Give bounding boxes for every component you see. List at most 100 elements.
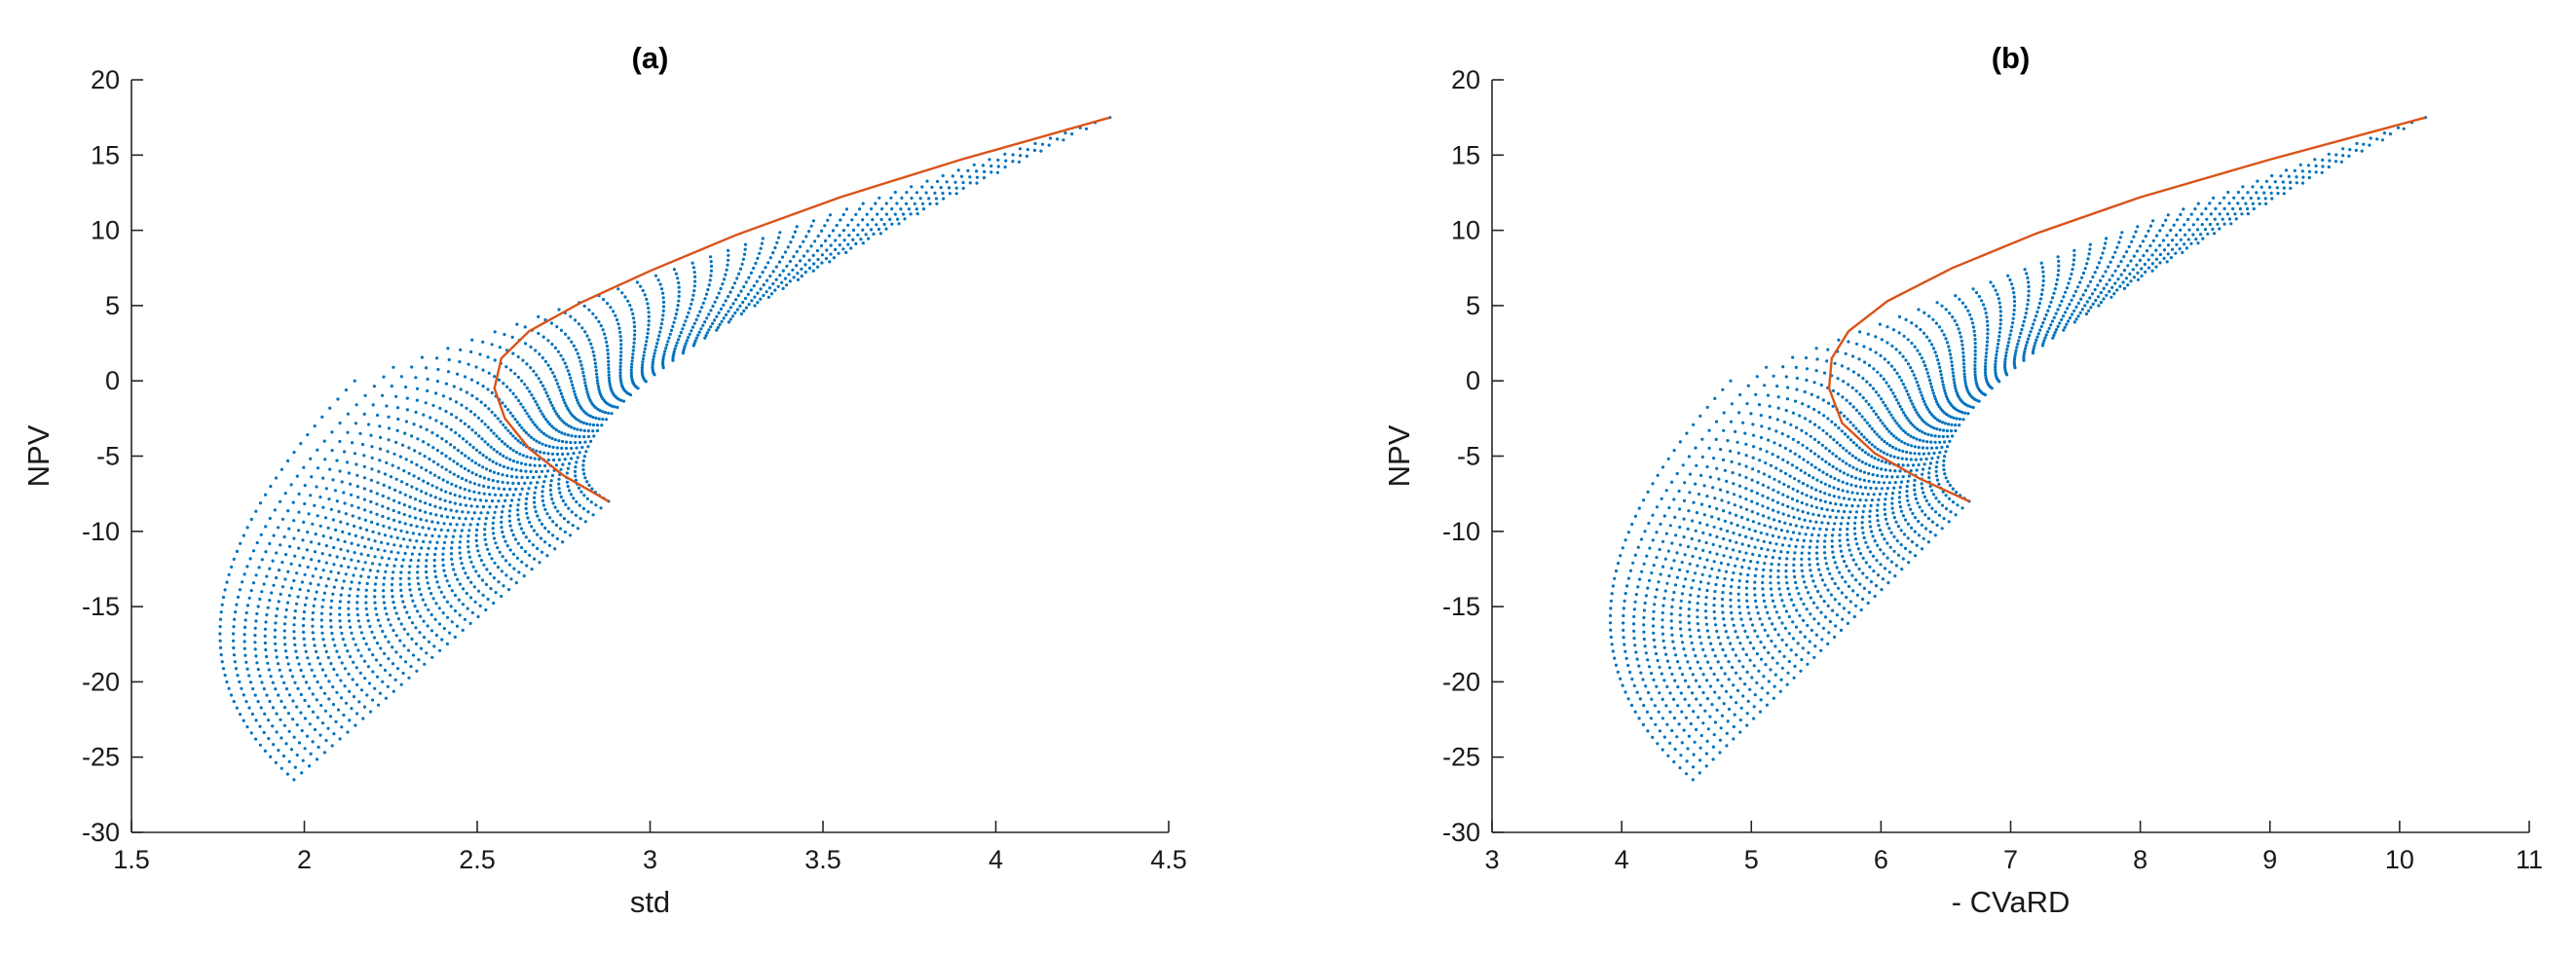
scatter-point [874, 202, 877, 205]
scatter-point [1921, 472, 1924, 476]
scatter-point [1642, 498, 1646, 502]
scatter-point [552, 426, 556, 430]
scatter-point [420, 546, 424, 550]
scatter-point [308, 686, 312, 690]
scatter-point [1679, 627, 1683, 631]
scatter-point [581, 421, 586, 424]
scatter-point [474, 448, 479, 452]
scatter-point [1805, 431, 1809, 435]
scatter-point [2054, 282, 2058, 286]
scatter-point [468, 443, 472, 447]
scatter-point [582, 304, 586, 308]
scatter-point [472, 490, 476, 494]
scatter-point [2019, 331, 2023, 335]
scatter-point [1843, 509, 1847, 514]
scatter-point [672, 352, 676, 356]
scatter-point [861, 202, 865, 205]
scatter-point [557, 429, 561, 433]
scatter-point [1994, 356, 1997, 360]
scatter-point [741, 257, 746, 261]
scatter-point [501, 530, 504, 534]
scatter-point [1984, 354, 1988, 358]
scatter-point [406, 648, 411, 652]
scatter-point [1761, 514, 1766, 518]
scatter-point [369, 510, 373, 514]
scatter-point [630, 359, 634, 363]
scatter-point [357, 700, 361, 704]
scatter-point [829, 243, 833, 247]
scatter-point [436, 462, 440, 466]
scatter-point [771, 270, 775, 274]
scatter-point [1791, 637, 1796, 641]
scatter-point [530, 393, 534, 397]
scatter-point [601, 328, 605, 332]
scatter-point [2046, 309, 2050, 313]
scatter-point [1892, 455, 1896, 459]
scatter-point [803, 263, 807, 267]
scatter-point [536, 546, 540, 551]
scatter-point [1795, 499, 1799, 503]
scatter-point [1878, 435, 1882, 439]
scatter-point [335, 555, 339, 559]
scatter-point [1863, 451, 1867, 455]
scatter-point [2268, 185, 2272, 189]
scatter-point [1666, 754, 1670, 758]
scatter-point [426, 388, 429, 393]
scatter-point [387, 516, 391, 521]
scatter-point [244, 610, 248, 615]
scatter-point [407, 676, 411, 680]
scatter-point [523, 409, 527, 413]
scatter-point [2136, 271, 2140, 275]
scatter-point [644, 343, 648, 348]
scatter-point [370, 456, 374, 460]
scatter-point [2191, 233, 2195, 237]
scatter-point [557, 487, 561, 491]
scatter-point [477, 483, 481, 487]
scatter-point [1741, 647, 1745, 651]
scatter-point [355, 613, 359, 617]
scatter-point [691, 298, 694, 302]
scatter-point [413, 605, 417, 608]
scatter-point [2096, 295, 2101, 299]
scatter-point [359, 688, 364, 692]
scatter-point [697, 330, 701, 334]
scatter-point [1783, 626, 1787, 631]
scatter-point [1819, 480, 1823, 484]
scatter-point [1802, 458, 1806, 461]
scatter-point [311, 692, 315, 696]
scatter-point [787, 273, 791, 276]
scatter-point [684, 319, 688, 323]
scatter-point [1921, 430, 1924, 434]
scatter-point [1830, 539, 1834, 543]
scatter-point [1729, 591, 1733, 596]
scatter-point [1954, 428, 1958, 433]
scatter-point [785, 264, 789, 268]
scatter-point [441, 552, 445, 556]
scatter-point [1705, 495, 1709, 498]
scatter-point [1932, 426, 1936, 430]
scatter-point [1755, 492, 1759, 496]
scatter-point [1951, 500, 1956, 504]
scatter-point [2074, 317, 2078, 321]
scatter-point [289, 483, 293, 487]
scatter-point [2068, 316, 2072, 320]
scatter-point [1673, 583, 1678, 587]
scatter-point [1763, 524, 1767, 528]
scatter-point [1926, 517, 1930, 521]
scatter-point [1897, 375, 1901, 379]
scatter-point [1888, 468, 1892, 472]
scatter-point [2161, 239, 2165, 242]
scatter-point [2282, 186, 2286, 190]
scatter-point [1924, 422, 1928, 425]
scatter-point [1878, 493, 1882, 496]
scatter-point [393, 488, 397, 492]
scatter-point [410, 621, 415, 625]
scatter-point [1778, 593, 1782, 597]
scatter-point [924, 191, 928, 195]
scatter-point [1694, 529, 1698, 533]
scatter-point [2037, 301, 2041, 306]
scatter-point [279, 499, 282, 503]
scatter-point [561, 540, 565, 544]
scatter-point [1947, 345, 1951, 349]
scatter-point [1738, 611, 1742, 615]
